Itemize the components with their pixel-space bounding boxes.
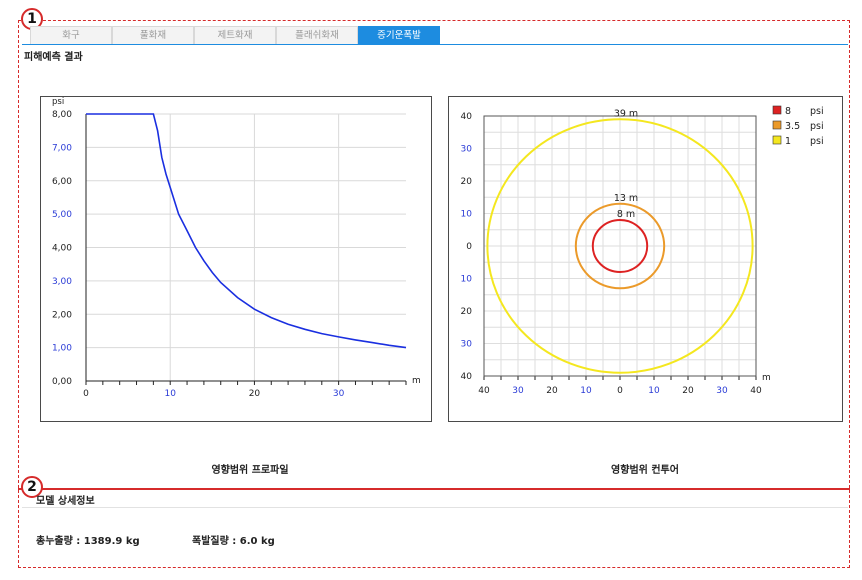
contour-legend-swatch (772, 120, 782, 130)
profile-y-tick-label: 5,00 (52, 210, 72, 220)
contour-y-tick-label: 30 (461, 340, 473, 350)
contour-legend-swatch (772, 135, 782, 145)
contour-x-tick-label: 0 (617, 386, 623, 396)
contour-y-tick-label: 0 (466, 242, 472, 252)
contour-ring (486, 118, 754, 374)
contour-x-tick-label: 20 (546, 386, 558, 396)
marker-2: 2 (21, 476, 43, 498)
profile-y-tick-label: 1,00 (52, 344, 72, 354)
profile-y-tick-label: 0,00 (52, 377, 72, 387)
profile-x-tick-label: 30 (333, 389, 345, 399)
contour-x-tick-label: 30 (512, 386, 524, 396)
detail-title: 모델 상세정보 (36, 496, 95, 507)
contour-legend-label: 1 (785, 136, 791, 147)
contour-legend-unit: psi (810, 136, 824, 147)
profile-frame (40, 96, 432, 422)
profile-caption: 영향범위 프로파일 (211, 465, 289, 476)
contour-y-tick-label: 40 (461, 372, 473, 382)
tab-vapor-cloud-explosion[interactable]: 증기운폭발 (358, 26, 440, 44)
profile-y-tick-label: 3,00 (52, 277, 72, 287)
annotation-frame-1 (18, 20, 850, 568)
result-title: 피해예측 결과 (24, 52, 83, 63)
contour-y-tick-label: 10 (461, 275, 473, 285)
contour-y-tick-label: 30 (461, 145, 473, 155)
contour-legend-unit: psi (810, 121, 824, 132)
contour-y-tick-label: 20 (461, 307, 473, 317)
tab-fireball[interactable]: 화구 (30, 26, 112, 44)
profile-y-tick-label: 2,00 (52, 310, 72, 320)
contour-x-tick-label: 10 (648, 386, 660, 396)
tab-bar: 화구 풀화재 제트화재 플래쉬화재 증기운폭발 (30, 26, 440, 44)
contour-x-tick-label: 20 (682, 386, 694, 396)
contour-ring-label: 8 m (617, 209, 635, 220)
profile-chart: 0,00 1,00 2,00 3,00 4,00 5,00 6,00 7,00 8,00 0 10 2… (40, 96, 432, 422)
profile-y-tick-label: 4,00 (52, 244, 72, 254)
profile-x-tick-label: 10 (164, 389, 176, 399)
profile-x-tick-label: 0 (83, 389, 89, 399)
tab-pool-fire[interactable]: 풀화재 (112, 26, 194, 44)
tab-underline (22, 44, 848, 45)
profile-x-axis-label: m (412, 376, 421, 386)
contour-x-axis-label: m (762, 373, 771, 383)
contour-ring-label: 39 m (614, 108, 638, 119)
contour-y-tick-label: 10 (461, 210, 473, 220)
contour-x-tick-label: 40 (478, 386, 490, 396)
annotation-divider-2 (18, 488, 850, 490)
contour-ring (574, 202, 666, 290)
contour-x-tick-label: 30 (716, 386, 728, 396)
tab-jet-fire[interactable]: 제트화재 (194, 26, 276, 44)
contour-ring-label: 13 m (614, 193, 638, 204)
contour-y-tick-label: 40 (461, 112, 473, 122)
contour-legend-label: 3.5 (785, 121, 800, 132)
profile-y-tick-label: 8,00 (52, 110, 72, 120)
contour-legend-label: 8 (785, 106, 791, 117)
explosive-mass-text: 폭발질량 : 6.0 kg (192, 536, 275, 547)
profile-y-tick-label: 6,00 (52, 177, 72, 187)
profile-y-tick-label: 7,00 (52, 143, 72, 153)
detail-divider (22, 507, 848, 508)
contour-ring (591, 219, 649, 273)
contour-legend-unit: psi (810, 106, 824, 117)
profile-x-tick-label: 20 (249, 389, 261, 399)
contour-frame (448, 96, 843, 422)
contour-x-tick-label: 10 (580, 386, 592, 396)
contour-y-tick-label: 20 (461, 177, 473, 187)
contour-caption: 영향범위 컨투어 (611, 465, 679, 476)
contour-plot-area (483, 115, 757, 377)
contour-x-tick-label: 40 (750, 386, 762, 396)
contour-legend-swatch (772, 105, 782, 115)
tab-flash-fire[interactable]: 플래쉬화재 (276, 26, 358, 44)
profile-y-axis-label: psi (52, 97, 64, 107)
total-release-text: 총누출량 : 1389.9 kg (36, 536, 140, 547)
profile-series-line (86, 113, 407, 349)
profile-chart-svg: 0,00 1,00 2,00 3,00 4,00 5,00 6,00 7,00 8,00 0 10 2… (40, 96, 432, 422)
